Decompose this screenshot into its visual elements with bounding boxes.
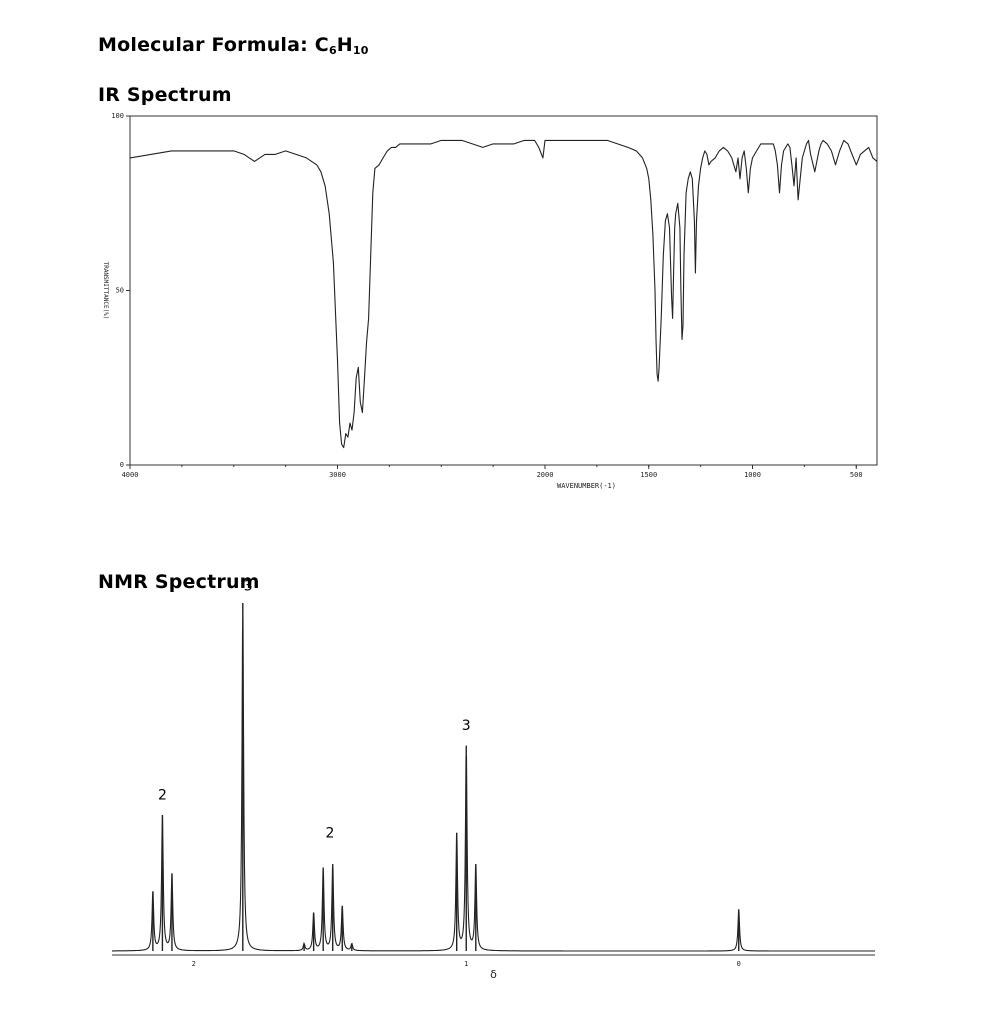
formula-hydrogen: H bbox=[336, 34, 353, 56]
nmr-x-tick-label: 1 bbox=[464, 960, 468, 968]
formula-hydrogen-count: 10 bbox=[352, 44, 369, 57]
nmr-x-tick-label: 2 bbox=[192, 960, 196, 968]
ir-x-tick-label: 3000 bbox=[329, 471, 346, 479]
formula-carbon: C bbox=[314, 34, 329, 56]
ir-y-tick-label: 50 bbox=[116, 287, 124, 295]
ir-x-tick-label: 1000 bbox=[744, 471, 761, 479]
nmr-spectrum-line bbox=[112, 617, 875, 952]
ir-y-tick-label: 0 bbox=[120, 461, 124, 469]
nmr-integration-label: 2 bbox=[326, 826, 335, 842]
nmr-x-tick-label: 0 bbox=[737, 960, 741, 968]
ir-x-tick-label: 500 bbox=[850, 471, 863, 479]
ir-transmittance-line bbox=[129, 139, 878, 449]
ir-x-tick-label: 4000 bbox=[122, 471, 139, 479]
nmr-spectrum-title: NMR Spectrum bbox=[98, 571, 260, 593]
ir-plot-frame bbox=[129, 115, 878, 466]
ir-y-axis-label: TRANSMITTANCE(%) bbox=[102, 262, 109, 320]
formula-carbon-count: 6 bbox=[328, 44, 337, 57]
ir-x-axis-label: WAVENUMBER(-1) bbox=[557, 482, 616, 490]
ir-x-tick-label: 2000 bbox=[537, 471, 554, 479]
nmr-x-axis-label: δ bbox=[490, 968, 497, 981]
ir-spectrum-title: IR Spectrum bbox=[98, 84, 232, 106]
molecular-formula: Molecular Formula: C6H10 bbox=[98, 34, 369, 57]
nmr-integration-label: 2 bbox=[158, 787, 167, 803]
nmr-integration-label: 3 bbox=[244, 579, 253, 595]
nmr-integration-label: 3 bbox=[462, 718, 471, 734]
formula-label: Molecular Formula: bbox=[98, 34, 315, 56]
ir-x-tick-label: 1500 bbox=[640, 471, 657, 479]
ir-y-tick-label: 100 bbox=[111, 112, 124, 120]
